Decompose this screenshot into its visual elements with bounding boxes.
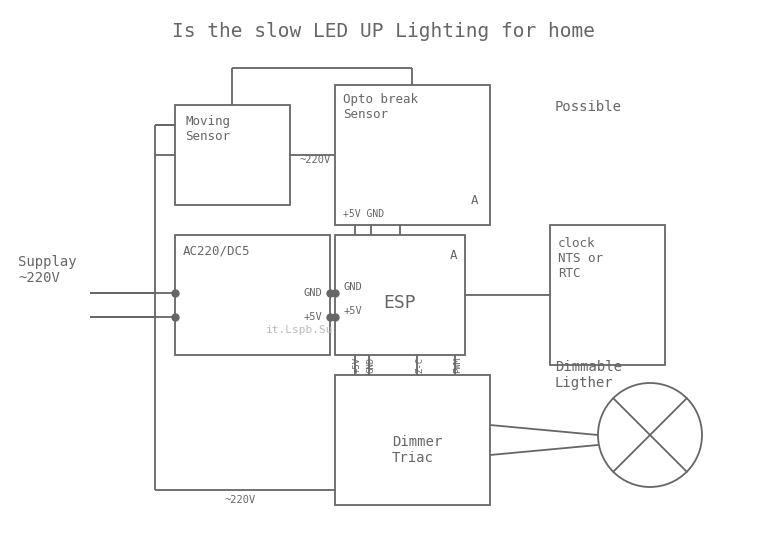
- Text: Is the slow LED UP Lighting for home: Is the slow LED UP Lighting for home: [173, 22, 595, 41]
- Bar: [175, 105, 290, 205]
- Text: AC220/DC5: AC220/DC5: [183, 245, 250, 258]
- Text: Dimmable
Ligther: Dimmable Ligther: [555, 360, 622, 390]
- Text: ~220V: ~220V: [300, 155, 331, 165]
- Text: Possible: Possible: [555, 100, 622, 114]
- Bar: [335, 85, 490, 225]
- Text: +5V GND: +5V GND: [343, 209, 384, 219]
- Text: it.Lspb.Su: it.Lspb.Su: [266, 325, 334, 335]
- Text: +5V: +5V: [353, 357, 362, 373]
- Text: Opto break
Sensor: Opto break Sensor: [343, 93, 418, 121]
- Text: ESP: ESP: [384, 294, 416, 312]
- Bar: [335, 235, 465, 355]
- Text: ~220V: ~220V: [224, 495, 256, 505]
- Text: +5V: +5V: [303, 312, 322, 322]
- Text: Supplay
~220V: Supplay ~220V: [18, 255, 77, 285]
- Text: Z-C: Z-C: [415, 357, 424, 373]
- Text: A: A: [449, 249, 457, 262]
- Text: A: A: [471, 194, 478, 207]
- Text: PWM: PWM: [453, 357, 462, 373]
- Text: clock
NTS or
RTC: clock NTS or RTC: [558, 237, 603, 280]
- Bar: [335, 375, 490, 505]
- Bar: [550, 225, 665, 365]
- Bar: [175, 235, 330, 355]
- Text: +5V: +5V: [343, 306, 362, 316]
- Text: Moving
Sensor: Moving Sensor: [185, 115, 230, 143]
- Text: Dimmer
Triac: Dimmer Triac: [392, 435, 442, 465]
- Text: GND: GND: [343, 282, 362, 292]
- Text: GND: GND: [303, 288, 322, 298]
- Text: GND: GND: [367, 357, 376, 373]
